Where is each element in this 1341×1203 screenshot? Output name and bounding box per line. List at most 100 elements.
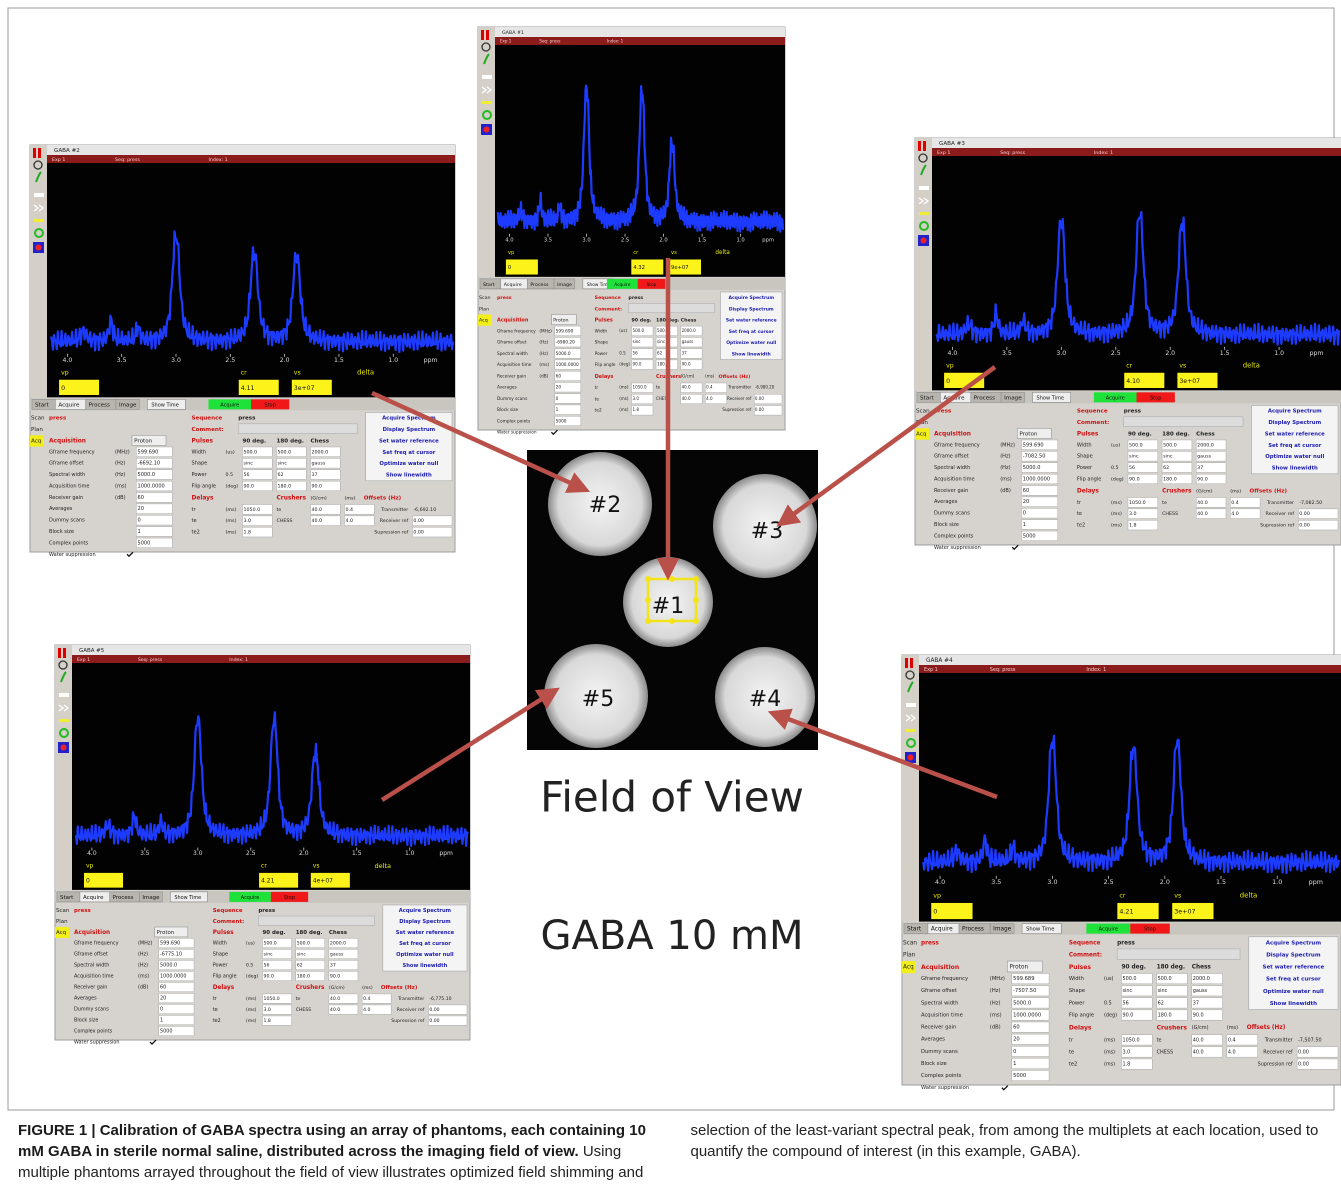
readout-label: vs — [1174, 892, 1181, 899]
spectrum-trace — [496, 84, 785, 233]
pulse-col: Chess — [681, 318, 697, 324]
param-value: 0 — [1023, 511, 1026, 517]
param-field — [1121, 1046, 1153, 1058]
window-title: GABA #1 — [502, 30, 524, 36]
title-bar — [72, 645, 470, 655]
param-value: 500.0 — [1129, 442, 1143, 448]
readout-box — [259, 872, 299, 888]
axis-unit: ppm — [1309, 879, 1323, 886]
param-field — [1127, 451, 1159, 462]
param-value: gauss — [1193, 988, 1208, 994]
param-field — [1296, 1046, 1339, 1058]
readout-value: 0 — [86, 877, 90, 884]
axis-name: delta — [1243, 362, 1260, 370]
offset-value: -7,082.50 — [1299, 500, 1322, 506]
param-field — [361, 993, 392, 1004]
offset-label: Receiver ref — [380, 518, 409, 524]
readout-box — [291, 379, 332, 395]
param-label: te — [656, 385, 661, 390]
offset-label: Transmitter — [1264, 1037, 1294, 1043]
param-value: 1 — [160, 1018, 163, 1024]
concentration-label: GABA 10 mM — [541, 913, 804, 959]
phantom — [544, 644, 648, 748]
param-unit: (us) — [246, 940, 255, 946]
tab-label: Start — [483, 282, 495, 288]
param-label: Complex points — [74, 1029, 113, 1035]
delays-label: Delays — [595, 374, 614, 380]
pulse-col: 90 deg. — [1128, 431, 1152, 437]
axis-tick-label: 1.0 — [1274, 350, 1284, 357]
axis-tick-label: 1.0 — [1272, 879, 1282, 886]
voxel-handle — [645, 597, 651, 603]
pulse-col: Chess — [311, 438, 330, 444]
param-label: CHESS — [1162, 511, 1178, 517]
param-value: 90.0 — [312, 483, 323, 489]
nucleus-select — [131, 435, 167, 446]
acquire-button — [1086, 923, 1131, 934]
param-value: 1000.0000 — [1013, 1012, 1041, 1018]
param-field — [242, 515, 273, 526]
readout-box — [669, 259, 701, 275]
axis-tick-label: 2.5 — [225, 357, 235, 364]
phantom-label: #5 — [582, 687, 614, 712]
axis-tick-label: 1.0 — [405, 850, 415, 857]
status-text: Exp 1 — [500, 39, 512, 44]
param-field — [631, 325, 654, 336]
param-unit: (deg) — [246, 974, 259, 980]
tab-label: Start — [35, 402, 49, 408]
param-field — [1195, 473, 1227, 485]
status-text: Exp 1 — [52, 157, 65, 163]
status-text: Index: 1 — [1094, 150, 1113, 156]
param-field — [631, 394, 654, 405]
param-label: Flip angle — [1069, 1012, 1094, 1018]
status-text: Exp 1 — [937, 150, 950, 156]
readout-label: vp — [508, 250, 515, 256]
param-field — [1191, 1034, 1223, 1046]
param-value: 62 — [657, 350, 663, 355]
comment-label: Comment: — [192, 427, 224, 433]
param-field — [136, 515, 173, 526]
stop-label: Stop — [647, 282, 657, 288]
param-value: gauss — [330, 952, 344, 957]
param-value: 90.0 — [244, 483, 255, 489]
param-field — [136, 526, 173, 537]
arrow — [776, 365, 997, 527]
action-button: Acquire Spectrum — [728, 295, 774, 301]
param-label: CHESS — [1157, 1049, 1173, 1055]
param-value: 0 — [1013, 1049, 1016, 1055]
pause-icon — [481, 30, 484, 40]
param-field — [1021, 473, 1058, 485]
param-field — [1011, 1070, 1050, 1081]
action-button: Show linewidth — [403, 963, 448, 969]
pause-icon — [58, 648, 61, 658]
param-field — [1121, 1058, 1153, 1070]
crusher-unit: (G/cm) — [311, 495, 327, 501]
side-label: Scan — [903, 940, 917, 946]
crushers-label: Crushers — [296, 985, 325, 991]
param-value: 5000.0 — [138, 472, 156, 478]
axis-tick-label: 1.5 — [334, 357, 344, 364]
voxel-handle — [693, 597, 699, 603]
param-field — [276, 458, 307, 469]
param-field — [1021, 451, 1058, 462]
param-label: Power — [595, 351, 608, 357]
param-unit: (ms) — [246, 1007, 257, 1013]
param-field — [276, 469, 307, 480]
param-field — [554, 348, 582, 359]
tab-label: Start — [920, 395, 935, 401]
param-field — [1011, 1021, 1050, 1033]
param-label: Dummy scans — [921, 1049, 958, 1055]
action-button: Acquire Spectrum — [1268, 409, 1322, 415]
param-unit: (dB) — [138, 985, 148, 991]
nucleus: Proton — [1010, 965, 1029, 971]
param-field — [310, 504, 341, 515]
param-field — [1127, 439, 1159, 450]
offset-value: 0.00 — [755, 396, 764, 401]
param-value: 5000 — [160, 1029, 173, 1035]
offset-label: Receiver ref — [1263, 1049, 1293, 1055]
param-field — [1011, 997, 1050, 1009]
action-button: Set freq at cursor — [1266, 977, 1321, 983]
param-value: 4.0 — [363, 1007, 370, 1013]
recycle-icon — [34, 228, 44, 238]
param-value: 1000.0000 — [1023, 476, 1050, 482]
